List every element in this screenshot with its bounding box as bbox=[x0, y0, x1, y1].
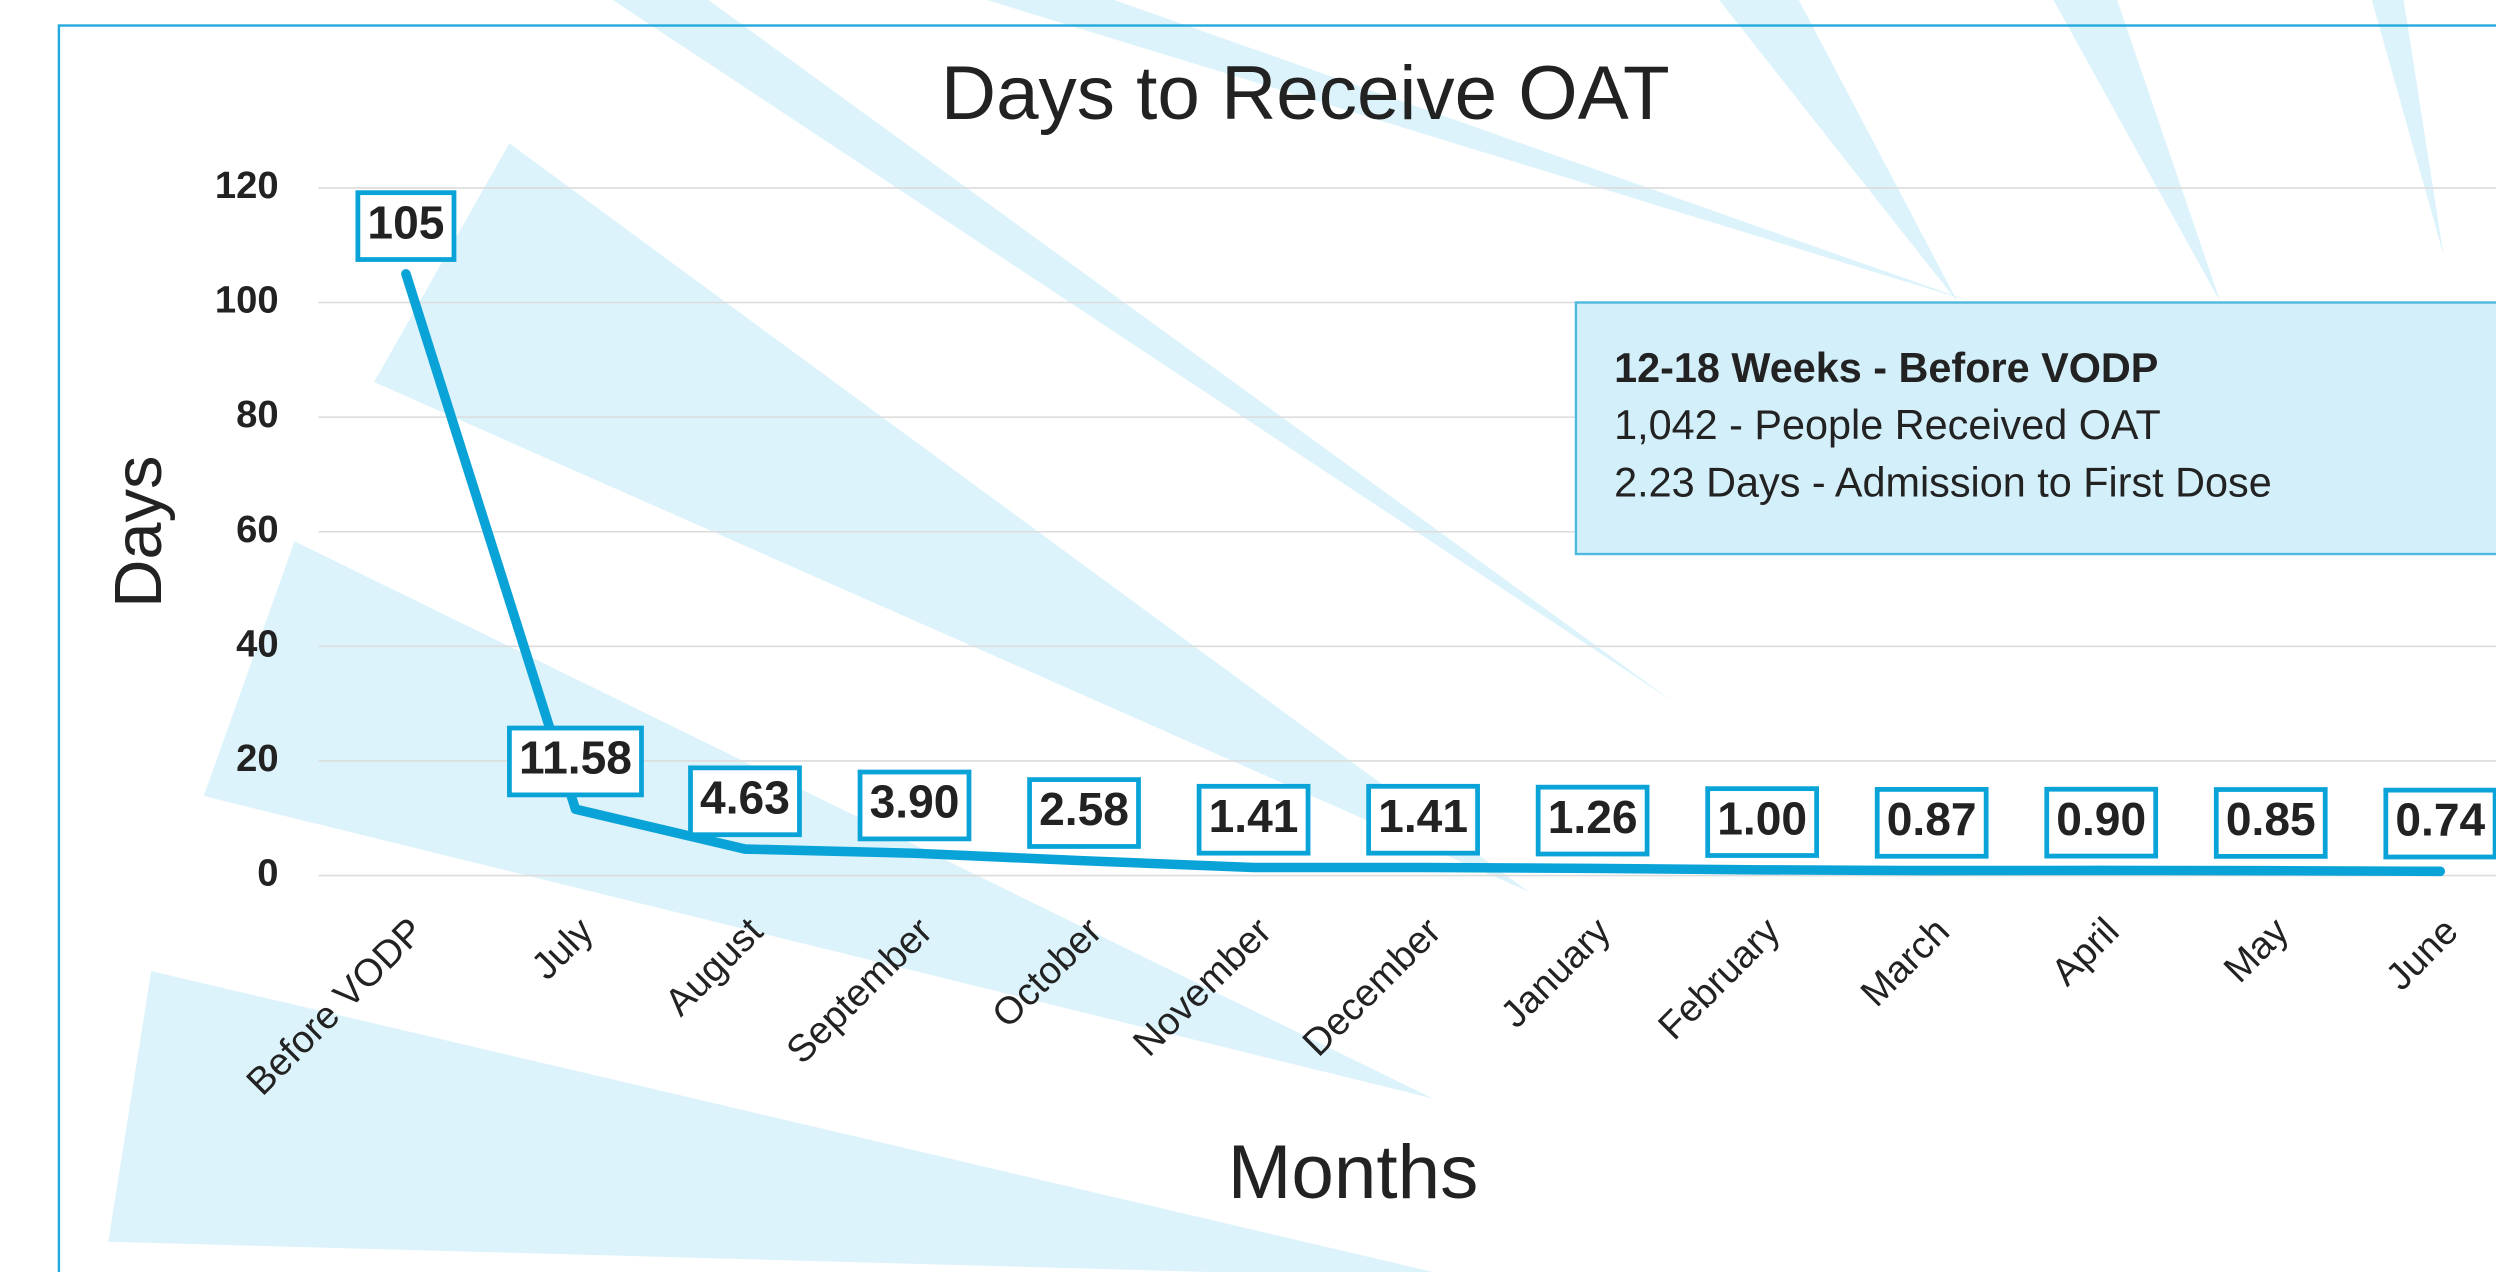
chart: Days to Receive OAT Days Months 12-18 We… bbox=[0, 0, 2496, 1272]
background-rays bbox=[108, 0, 2443, 1272]
y-tick-label: 0 bbox=[257, 852, 278, 895]
annotation-line: 2.23 Days - Admission to First Dose bbox=[1614, 460, 2272, 506]
y-tick-label: 40 bbox=[236, 622, 278, 665]
value-label-text: 1.26 bbox=[1548, 791, 1638, 843]
value-label-text: 0.74 bbox=[2395, 794, 2485, 846]
value-label-text: 1.00 bbox=[1717, 792, 1807, 844]
value-label: 1.41 bbox=[1199, 786, 1308, 853]
value-label: 1.00 bbox=[1708, 789, 1817, 856]
y-tick-label: 80 bbox=[236, 393, 278, 436]
x-axis-title: Months bbox=[1228, 1130, 1479, 1215]
value-label: 4.63 bbox=[691, 768, 800, 835]
x-tick-label: December bbox=[1294, 909, 1449, 1064]
annotation: 12-18 Weeks - Before VODP 1,042 - People… bbox=[1576, 303, 2496, 555]
value-label: 1.26 bbox=[1538, 787, 1647, 854]
value-label: 0.85 bbox=[2216, 790, 2325, 857]
value-label: 0.90 bbox=[2047, 789, 2156, 856]
y-tick-label: 120 bbox=[215, 164, 279, 207]
value-label-text: 0.85 bbox=[2226, 793, 2316, 845]
value-label-text: 0.87 bbox=[1887, 793, 1977, 845]
value-label: 0.74 bbox=[2386, 790, 2495, 857]
value-label-text: 11.58 bbox=[519, 732, 632, 784]
y-tick-label: 20 bbox=[236, 737, 278, 780]
page: Days to Receive OAT Days Months 12-18 We… bbox=[0, 0, 2496, 1272]
value-label-text: 2.58 bbox=[1039, 783, 1129, 835]
x-tick-label: May bbox=[2216, 909, 2298, 991]
y-axis-title: Days bbox=[101, 456, 176, 608]
value-label-text: 4.63 bbox=[700, 771, 790, 823]
value-label: 1.41 bbox=[1369, 786, 1478, 853]
y-tick-label: 60 bbox=[236, 508, 278, 551]
value-label-text: 1.41 bbox=[1378, 790, 1468, 842]
x-tick-label: August bbox=[657, 909, 772, 1024]
x-tick-label: April bbox=[2043, 910, 2127, 994]
value-label: 11.58 bbox=[509, 728, 641, 795]
value-label-text: 0.90 bbox=[2056, 793, 2146, 845]
annotation-line: 1,042 - People Received OAT bbox=[1614, 402, 2161, 448]
value-label: 0.87 bbox=[1877, 789, 1986, 856]
value-label: 2.58 bbox=[1030, 780, 1139, 847]
x-tick-label: June bbox=[2378, 910, 2467, 999]
x-tick-label: March bbox=[1852, 910, 1957, 1015]
x-tick-label: July bbox=[523, 909, 602, 988]
value-label-text: 105 bbox=[367, 196, 444, 248]
annotation-title: 12-18 Weeks - Before VODP bbox=[1614, 345, 2158, 391]
value-label-text: 1.41 bbox=[1209, 790, 1299, 842]
value-label: 105 bbox=[358, 193, 454, 260]
value-label: 3.90 bbox=[860, 772, 969, 839]
value-label-text: 3.90 bbox=[870, 776, 960, 828]
chart-title: Days to Receive OAT bbox=[941, 51, 1670, 136]
x-tick-label: January bbox=[1492, 909, 1619, 1036]
x-tick-label: February bbox=[1650, 909, 1789, 1048]
y-tick-label: 100 bbox=[215, 279, 279, 322]
